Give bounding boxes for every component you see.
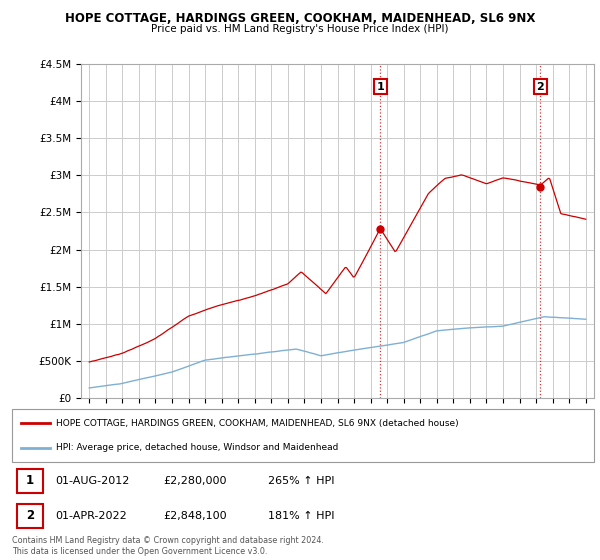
Text: 01-APR-2022: 01-APR-2022	[56, 511, 127, 521]
Text: 2: 2	[536, 82, 544, 92]
Text: 265% ↑ HPI: 265% ↑ HPI	[268, 475, 335, 486]
Text: HOPE COTTAGE, HARDINGS GREEN, COOKHAM, MAIDENHEAD, SL6 9NX (detached house): HOPE COTTAGE, HARDINGS GREEN, COOKHAM, M…	[56, 419, 458, 428]
Text: 01-AUG-2012: 01-AUG-2012	[56, 475, 130, 486]
Text: 1: 1	[376, 82, 384, 92]
Text: £2,848,100: £2,848,100	[163, 511, 227, 521]
Text: 181% ↑ HPI: 181% ↑ HPI	[268, 511, 335, 521]
Bar	[17, 469, 43, 493]
Text: £2,280,000: £2,280,000	[163, 475, 227, 486]
Text: HOPE COTTAGE, HARDINGS GREEN, COOKHAM, MAIDENHEAD, SL6 9NX: HOPE COTTAGE, HARDINGS GREEN, COOKHAM, M…	[65, 12, 535, 25]
Text: Contains HM Land Registry data © Crown copyright and database right 2024.
This d: Contains HM Land Registry data © Crown c…	[12, 536, 324, 556]
Text: HPI: Average price, detached house, Windsor and Maidenhead: HPI: Average price, detached house, Wind…	[56, 443, 338, 452]
Text: 1: 1	[26, 474, 34, 487]
Text: Price paid vs. HM Land Registry's House Price Index (HPI): Price paid vs. HM Land Registry's House …	[151, 24, 449, 34]
Text: 2: 2	[26, 509, 34, 522]
Bar	[17, 504, 43, 528]
